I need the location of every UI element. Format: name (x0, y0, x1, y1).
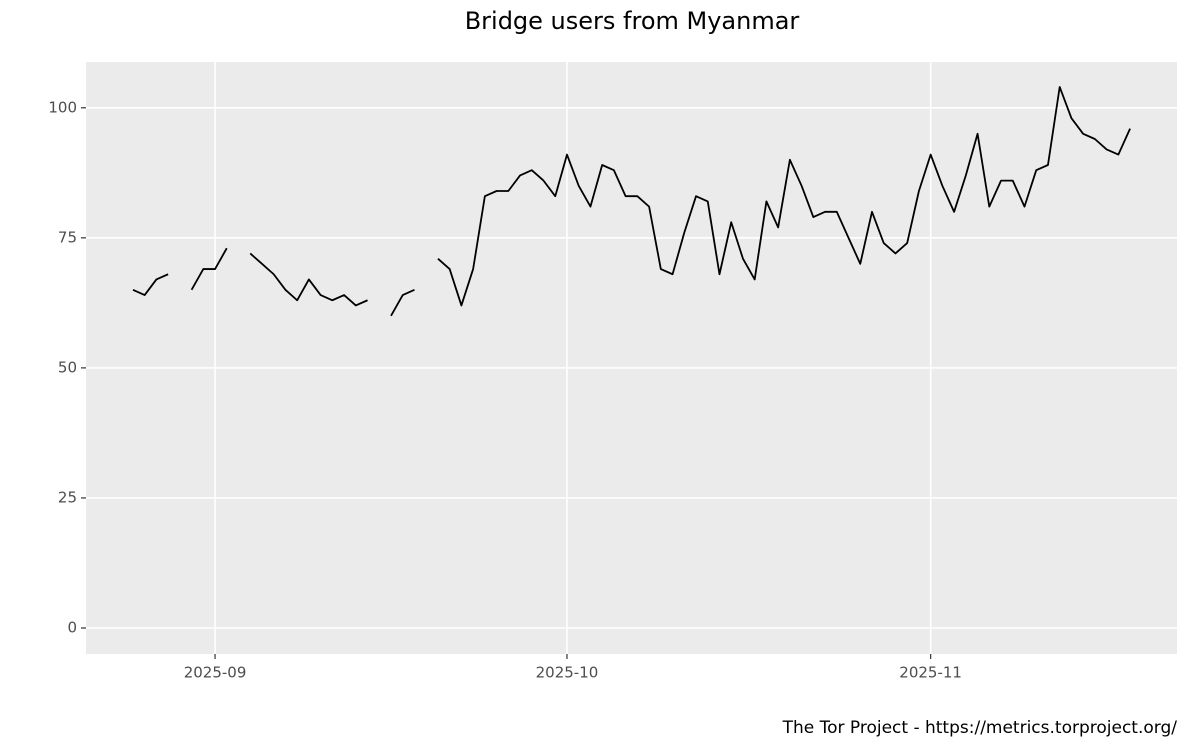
x-tick-label: 2025-09 (184, 664, 247, 682)
caption: The Tor Project - https://metrics.torpro… (782, 718, 1178, 738)
y-tick-label: 50 (58, 358, 77, 376)
x-tick-label: 2025-10 (536, 664, 599, 682)
y-tick-label: 25 (58, 488, 77, 506)
y-tick-label: 100 (48, 98, 77, 116)
x-tick-label: 2025-11 (899, 664, 962, 682)
plot-panel (86, 62, 1177, 654)
data-line (132, 86, 1131, 317)
y-tick-label: 0 (67, 618, 77, 636)
chart-title: Bridge users from Myanmar (465, 7, 800, 35)
y-tick-label: 75 (58, 228, 77, 246)
